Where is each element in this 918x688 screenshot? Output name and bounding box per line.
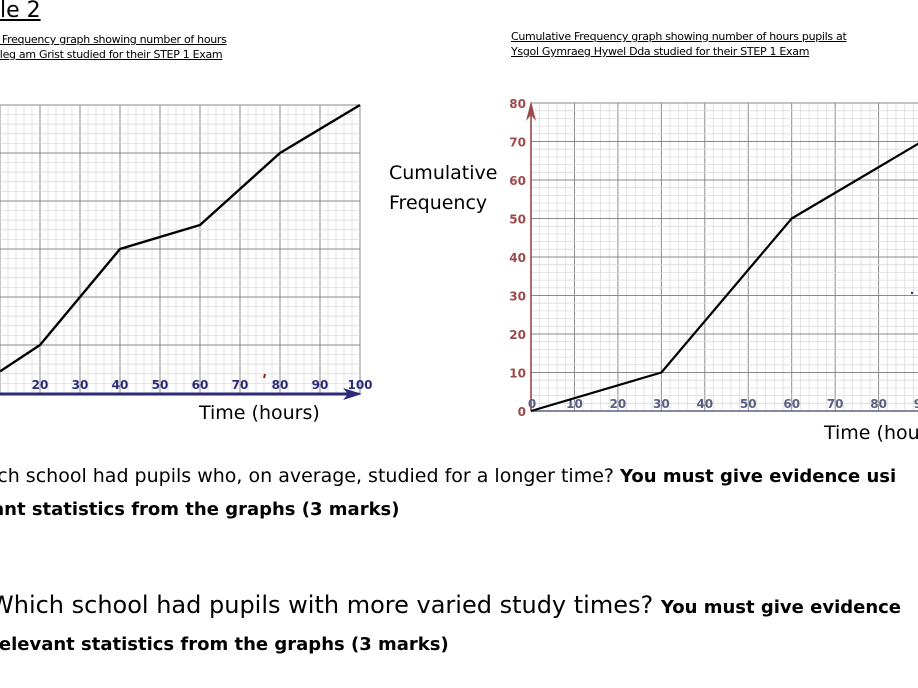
svg-text:30: 30 xyxy=(509,290,526,304)
right-cumulative-frequency-chart: 010203040506070800102030405060708090 xyxy=(509,97,918,419)
svg-text:50: 50 xyxy=(740,397,757,411)
svg-text:70: 70 xyxy=(232,378,249,392)
svg-text:80: 80 xyxy=(870,397,887,411)
svg-text:90: 90 xyxy=(914,397,918,411)
svg-text:30: 30 xyxy=(653,397,670,411)
left-caption-line2: Coleg am Grist studied for their STEP 1 … xyxy=(0,48,223,61)
svg-text:20: 20 xyxy=(509,328,526,342)
svg-text:10: 10 xyxy=(509,367,526,381)
svg-text:80: 80 xyxy=(272,378,289,392)
svg-text:40: 40 xyxy=(509,251,526,265)
right-x-axis-label: Time (hou xyxy=(824,422,918,444)
svg-text:30: 30 xyxy=(72,378,89,392)
svg-text:80: 80 xyxy=(509,97,526,111)
left-caption-line1: ve Frequency graph showing number of hou… xyxy=(0,33,227,46)
svg-text:60: 60 xyxy=(192,378,209,392)
svg-text:20: 20 xyxy=(610,397,627,411)
right-chart-caption: Cumulative Frequency graph showing numbe… xyxy=(511,29,847,59)
svg-text:70: 70 xyxy=(509,136,526,150)
svg-text:50: 50 xyxy=(152,378,169,392)
right-caption-line2: Ysgol Gymraeg Hywel Dda studied for thei… xyxy=(511,45,810,58)
svg-text:60: 60 xyxy=(783,397,800,411)
question-1: ich school had pupils who, on average, s… xyxy=(0,465,897,520)
svg-text:0: 0 xyxy=(528,397,536,411)
svg-text:100: 100 xyxy=(347,378,372,392)
question-2: Which school had pupils with more varied… xyxy=(0,591,902,655)
left-x-axis-label: Time (hours) xyxy=(199,402,320,424)
svg-text:90: 90 xyxy=(312,378,329,392)
page-title: ple 2 xyxy=(0,0,41,23)
y-axis-label: Cumulative Frequency xyxy=(389,162,498,214)
left-chart-caption: ve Frequency graph showing number of hou… xyxy=(0,32,227,62)
svg-text:60: 60 xyxy=(509,174,526,188)
svg-text:20: 20 xyxy=(32,378,49,392)
left-cumulative-frequency-chart: 02030405060708090100 xyxy=(0,103,373,400)
svg-text:0: 0 xyxy=(518,405,526,419)
svg-text:50: 50 xyxy=(509,213,526,227)
svg-text:40: 40 xyxy=(112,378,129,392)
svg-text:40: 40 xyxy=(696,397,713,411)
right-caption-line1: Cumulative Frequency graph showing numbe… xyxy=(511,30,847,43)
svg-text:70: 70 xyxy=(827,397,844,411)
